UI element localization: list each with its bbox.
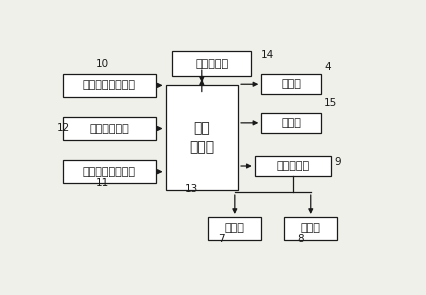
Bar bbox=[261, 113, 321, 133]
Text: 4: 4 bbox=[324, 62, 331, 72]
Text: 13: 13 bbox=[185, 184, 199, 194]
Bar bbox=[63, 160, 155, 183]
Text: 云端服务器: 云端服务器 bbox=[195, 59, 228, 69]
Bar bbox=[261, 74, 321, 94]
Text: 道闸二: 道闸二 bbox=[301, 224, 321, 233]
Bar bbox=[172, 51, 251, 76]
Text: 显示屏: 显示屏 bbox=[281, 79, 301, 89]
Bar bbox=[255, 156, 331, 176]
Bar bbox=[208, 217, 261, 240]
Text: 7: 7 bbox=[219, 235, 225, 244]
Text: 车辆动态称重装置: 车辆动态称重装置 bbox=[83, 80, 136, 90]
Text: 11: 11 bbox=[96, 178, 109, 188]
Text: 车辆长宽高测量仪: 车辆长宽高测量仪 bbox=[83, 167, 136, 177]
Text: 14: 14 bbox=[261, 50, 274, 60]
Bar bbox=[166, 85, 238, 190]
Text: 12: 12 bbox=[57, 123, 70, 133]
Bar bbox=[285, 217, 337, 240]
Text: 中央
处理器: 中央 处理器 bbox=[189, 121, 214, 154]
Text: 道闸控制器: 道闸控制器 bbox=[276, 161, 309, 171]
Text: 8: 8 bbox=[298, 235, 304, 244]
Text: 15: 15 bbox=[324, 98, 337, 108]
Bar bbox=[63, 117, 155, 140]
Bar bbox=[63, 74, 155, 97]
Text: 道闸一: 道闸一 bbox=[225, 224, 245, 233]
Text: 指示灯: 指示灯 bbox=[281, 118, 301, 128]
Text: 9: 9 bbox=[334, 157, 340, 167]
Text: 车牌识别装置: 车牌识别装置 bbox=[89, 124, 129, 134]
Text: 10: 10 bbox=[96, 60, 109, 70]
